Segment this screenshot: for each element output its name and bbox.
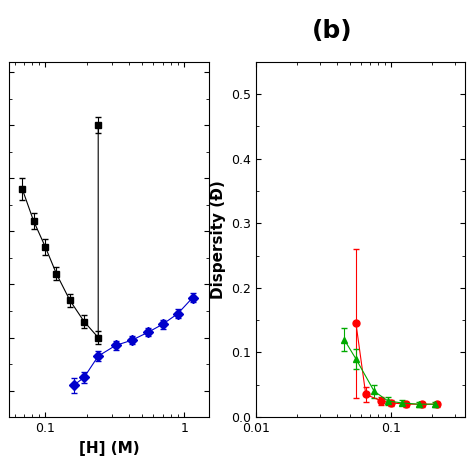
X-axis label: [H] (M): [H] (M) [79, 440, 139, 456]
Y-axis label: Dispersity (Đ): Dispersity (Đ) [210, 180, 226, 299]
Text: (b): (b) [311, 19, 352, 43]
